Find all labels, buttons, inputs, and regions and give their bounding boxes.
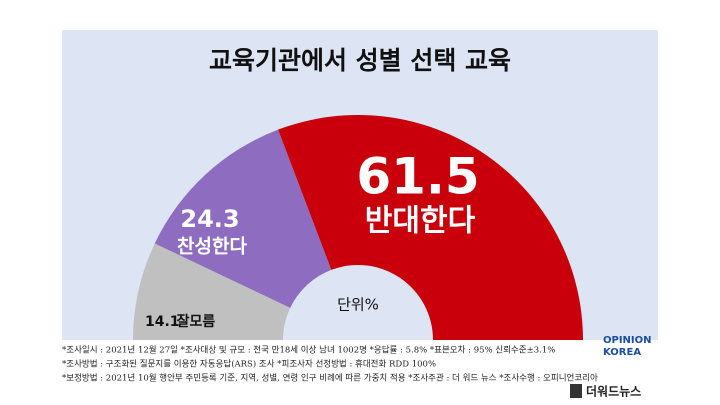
logo-text: 더워드뉴스 bbox=[586, 384, 641, 399]
footnote: *조사일시 : 2021년 12월 27일 *조사대상 및 규모 : 전국 만1… bbox=[62, 345, 555, 356]
donut-segment bbox=[154, 129, 332, 308]
data-label: 61.5 bbox=[356, 148, 479, 206]
footnote: *보정방법 : 2021년 10월 행안부 주민등록 기준, 지역, 성별, 연… bbox=[62, 373, 598, 384]
footnote: *조사방법 : 구조화된 질문지를 이용한 자동응답(ARS) 조사 *피조사자… bbox=[62, 359, 436, 370]
logo-text: OPINION bbox=[603, 335, 652, 346]
donut-segment bbox=[133, 243, 291, 340]
data-label: 24.3 bbox=[180, 205, 239, 233]
unit-label: 단위% bbox=[337, 296, 379, 314]
category-label: 반대한다 bbox=[365, 204, 476, 239]
data-label: 14.1 bbox=[145, 314, 180, 330]
logo-icon bbox=[570, 384, 582, 398]
logo-text: KOREA bbox=[603, 347, 641, 358]
category-label: 찬성한다 bbox=[177, 236, 247, 258]
donut-segment bbox=[278, 115, 583, 341]
chart-title: 교육기관에서 성별 선택 교육 bbox=[209, 46, 511, 75]
category-label: 잘모름 bbox=[177, 314, 216, 330]
